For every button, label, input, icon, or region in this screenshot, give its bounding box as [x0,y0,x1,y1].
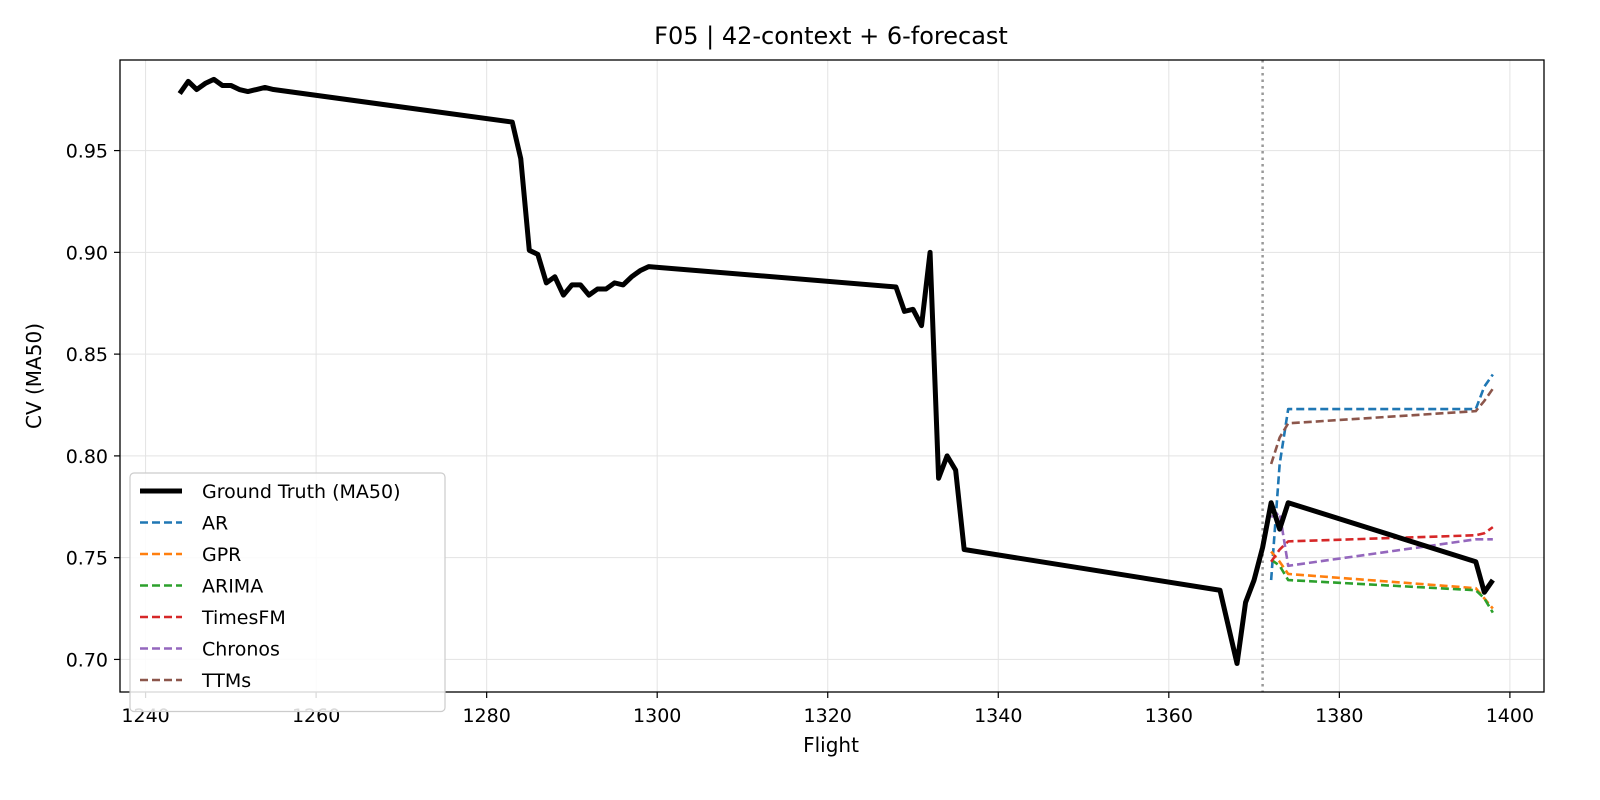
y-tick-label: 0.85 [66,344,108,366]
series-line-ar [1269,373,1494,581]
y-tick-label: 0.95 [66,141,108,163]
x-tick-label: 1360 [1145,705,1193,727]
x-tick-label: 1400 [1486,705,1534,727]
x-tick-label: 1280 [462,705,510,727]
legend-label: TimesFM [201,607,286,629]
axis-ticks: 1240 1260 1280 1300 1320 1340 1360 1380 14000.70… [66,141,1534,727]
plot-frame [119,59,1545,693]
legend-label: TTMs [201,670,251,692]
x-axis-label: Flight [803,733,859,757]
x-tick-label: 1320 [804,705,852,727]
legend: Ground Truth (MA50) AR GPR ARIMA TimesFM Chro… [129,472,446,713]
legend-label: GPR [202,544,241,566]
legend-label: Ground Truth (MA50) [202,481,401,503]
x-tick-label: 1380 [1315,705,1363,727]
series-line-chronos [1270,511,1493,568]
legend-label: AR [202,513,228,535]
series-layer [177,76,1495,666]
series-line-ground-truth-ma50 [177,76,1495,666]
chart-title: F05 | 42-context + 6-forecast [654,22,1008,50]
y-tick-label: 0.90 [66,242,108,264]
legend-label: Chronos [202,639,280,661]
y-tick-label: 0.75 [66,548,108,570]
x-tick-label: 1300 [633,705,681,727]
series-line-arima [1270,558,1494,614]
series-line-timesfm [1270,526,1494,563]
series-line-ttms [1269,387,1494,465]
legend-label: ARIMA [202,576,263,598]
y-axis-label: CV (MA50) [22,323,46,429]
legend-box [129,472,446,713]
y-tick-label: 0.80 [66,446,108,468]
x-tick-label: 1340 [974,705,1022,727]
y-tick-label: 0.70 [66,649,108,671]
